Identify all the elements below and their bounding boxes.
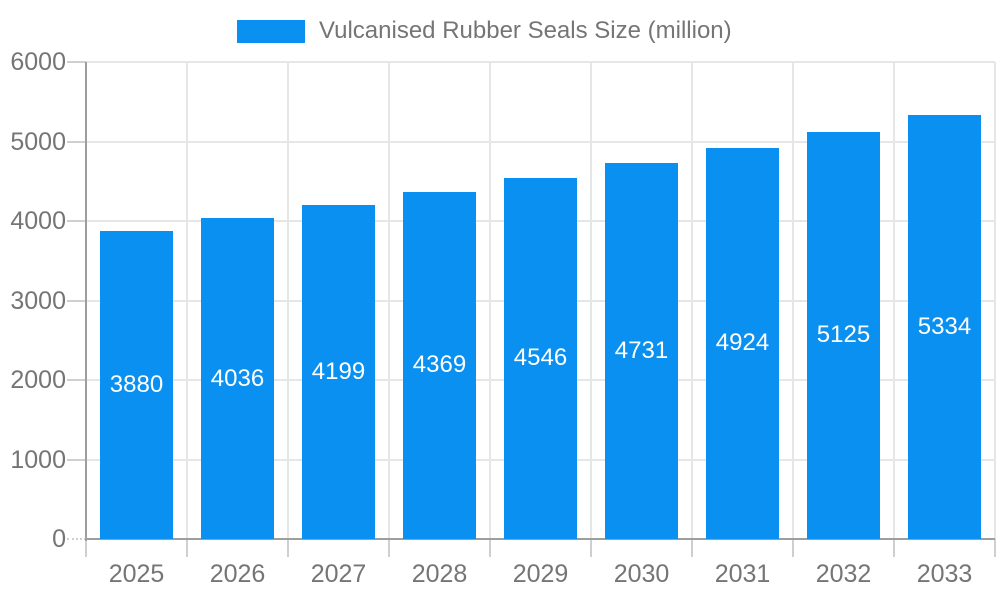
gridline-v [691, 62, 693, 539]
x-axis-label: 2025 [108, 560, 165, 588]
y-axis-label: 6000 [10, 48, 66, 76]
y-axis-tick [67, 220, 86, 222]
x-axis-tick [691, 539, 693, 557]
bar-2030[interactable] [605, 162, 678, 539]
y-axis-label: 4000 [10, 207, 66, 235]
gridline-v [893, 62, 895, 539]
x-axis-tick [994, 539, 996, 557]
x-axis-tick [590, 539, 592, 557]
bar-value-label: 5125 [816, 321, 871, 349]
x-axis-tick [85, 539, 87, 557]
x-axis-tick [893, 539, 895, 557]
gridline-v [186, 62, 188, 539]
gridline-v [388, 62, 390, 539]
bar-value-label: 4369 [412, 351, 467, 379]
x-axis-tick [388, 539, 390, 557]
bar-2031[interactable] [706, 147, 779, 539]
bar-2028[interactable] [403, 191, 476, 539]
x-axis-tick [186, 539, 188, 557]
y-axis-label: 3000 [10, 286, 66, 315]
bar-value-label: 4036 [210, 364, 265, 392]
bar-value-label: 4199 [311, 358, 366, 386]
y-axis-tick [67, 458, 86, 461]
y-axis-label: 2000 [10, 366, 66, 394]
y-axis-label: 1000 [10, 445, 66, 474]
x-axis-tick [489, 539, 491, 557]
bar-2025[interactable] [100, 230, 173, 539]
gridline-v [287, 62, 289, 539]
bar-2027[interactable] [302, 205, 375, 539]
y-axis-label: 5000 [10, 127, 66, 156]
bar-2029[interactable] [504, 177, 577, 539]
legend[interactable]: Vulcanised Rubber Seals Size (million) [237, 17, 732, 45]
legend-swatch[interactable] [237, 19, 305, 43]
x-axis-label: 2032 [815, 560, 872, 588]
x-axis-tick [287, 539, 289, 557]
bar-2026[interactable] [201, 218, 274, 539]
gridline-v [792, 62, 794, 539]
bar-2032[interactable] [807, 131, 880, 539]
x-axis-label: 2028 [411, 560, 468, 588]
bar-value-label: 3880 [109, 370, 164, 398]
y-axis-tick [67, 299, 86, 302]
gridline-h [86, 140, 995, 143]
y-axis-label: 0 [52, 525, 66, 553]
legend-label[interactable]: Vulcanised Rubber Seals Size (million) [319, 17, 732, 44]
bar-value-label: 5334 [917, 312, 972, 340]
y-axis-tick [67, 140, 86, 143]
x-axis-label: 2030 [613, 560, 670, 588]
y-axis-tick [67, 538, 86, 540]
y-axis-line [85, 62, 87, 541]
bar-value-label: 4731 [614, 336, 669, 364]
bar-value-label: 4546 [513, 344, 568, 372]
y-axis-tick [67, 61, 86, 63]
x-axis-label: 2027 [310, 560, 367, 588]
bar-2033[interactable] [908, 114, 981, 539]
gridline-v [590, 62, 592, 539]
x-axis-tick [792, 539, 794, 557]
gridline-h [86, 61, 995, 63]
gridline-v [994, 62, 996, 539]
bar-value-label: 4924 [715, 329, 770, 357]
x-axis-label: 2031 [714, 560, 771, 588]
x-axis-line [86, 538, 995, 540]
x-axis-label: 2029 [512, 560, 569, 588]
x-axis-label: 2033 [916, 560, 973, 588]
gridline-v [489, 62, 491, 539]
y-axis-tick [67, 379, 86, 381]
x-axis-label: 2026 [209, 560, 266, 588]
